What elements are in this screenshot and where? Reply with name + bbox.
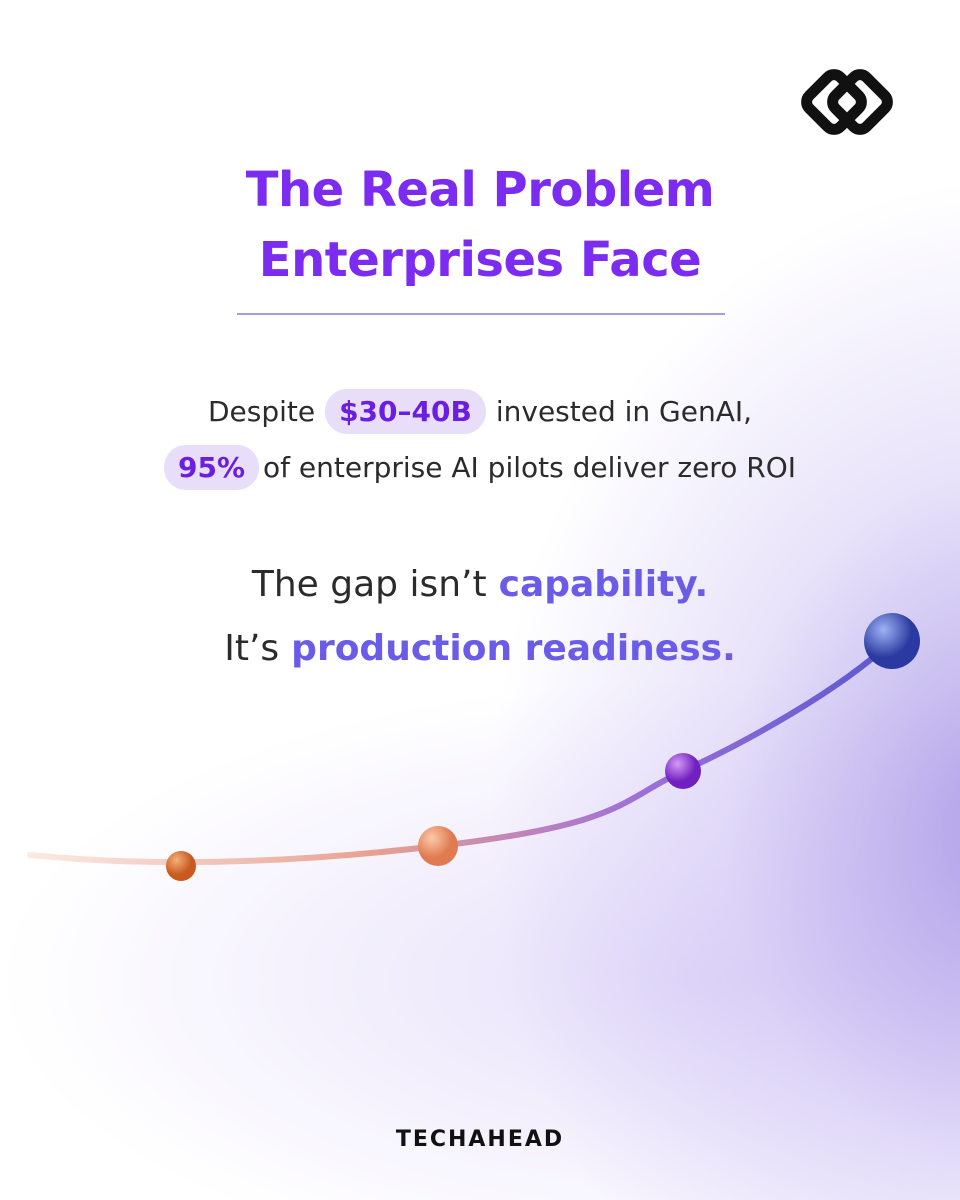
statement-line: Despite $30–40B invested in GenAI, — [0, 388, 960, 434]
gap-line: It’s production readiness. — [0, 624, 960, 672]
emphasis: capability. — [498, 563, 709, 605]
text: Despite — [207, 394, 316, 428]
text: The gap isn’t — [251, 563, 487, 605]
text: It’s — [224, 627, 280, 669]
text: of enterprise AI pilots deliver zero ROI — [263, 450, 796, 484]
highlight: 95% — [163, 444, 260, 490]
title-line: The Real Problem — [245, 162, 715, 218]
sphere — [418, 826, 458, 866]
logo — [801, 69, 893, 135]
sphere — [166, 851, 196, 881]
text: invested in GenAI, — [495, 394, 753, 428]
growth-curve — [27, 638, 895, 866]
sphere — [864, 613, 920, 669]
title-line: Enterprises Face — [258, 232, 702, 288]
brand: TECHAHEAD — [395, 1126, 565, 1152]
sphere — [665, 753, 701, 789]
emphasis: production readiness. — [291, 627, 736, 669]
highlight: $30–40B — [325, 388, 486, 434]
gap-line: The gap isn’t capability. — [0, 560, 960, 608]
statement-line: 95% of enterprise AI pilots deliver zero… — [0, 444, 960, 490]
